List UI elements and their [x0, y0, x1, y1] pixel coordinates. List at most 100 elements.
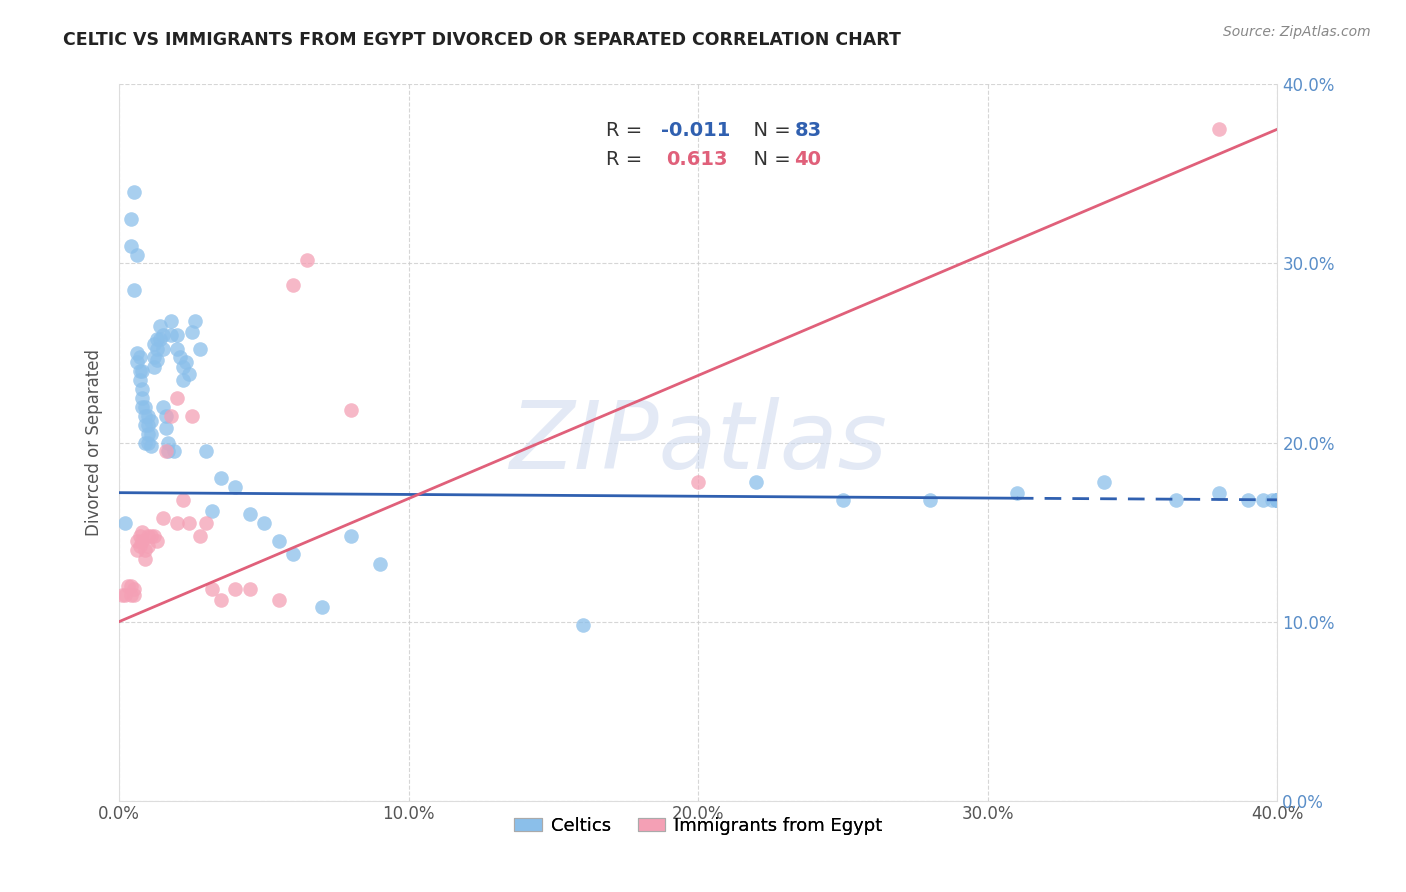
Point [157, 435, 180, 450]
Point [201, 503, 224, 517]
Text: 0.613: 0.613 [666, 150, 727, 169]
Point [139, 439, 162, 453]
Point [832, 492, 855, 507]
Point [1251, 492, 1274, 507]
Point [253, 516, 276, 530]
Point [172, 492, 194, 507]
Point [114, 588, 136, 602]
Point [128, 350, 150, 364]
Point [224, 582, 246, 597]
Point [128, 373, 150, 387]
Point [122, 283, 145, 297]
Text: 40: 40 [794, 150, 821, 169]
Point [160, 314, 183, 328]
Point [125, 534, 148, 549]
Point [267, 593, 290, 607]
Point [146, 332, 169, 346]
Point [169, 350, 191, 364]
Point [136, 409, 159, 423]
Point [160, 409, 183, 423]
Point [180, 409, 202, 423]
Point [139, 414, 162, 428]
Point [918, 492, 941, 507]
Point [125, 247, 148, 261]
Point [152, 328, 174, 343]
Point [160, 328, 183, 343]
Point [134, 400, 156, 414]
Point [120, 588, 142, 602]
Point [111, 588, 134, 602]
Text: -0.011: -0.011 [661, 121, 731, 141]
Point [143, 528, 166, 542]
Point [149, 332, 172, 346]
Point [1267, 492, 1289, 507]
Point [172, 360, 194, 375]
Point [340, 403, 363, 417]
Point [122, 185, 145, 199]
Point [238, 507, 260, 521]
Point [128, 528, 150, 542]
Point [163, 444, 186, 458]
Point [136, 435, 159, 450]
Point [311, 600, 333, 615]
Point [188, 343, 211, 357]
Point [128, 540, 150, 554]
Text: N =: N = [741, 121, 797, 141]
Point [146, 353, 169, 368]
Point [143, 337, 166, 351]
Point [134, 552, 156, 566]
Point [122, 588, 145, 602]
Point [183, 314, 205, 328]
Point [149, 319, 172, 334]
Point [125, 346, 148, 360]
Point [131, 391, 153, 405]
Point [1267, 492, 1289, 507]
Point [136, 426, 159, 441]
Point [1005, 485, 1028, 500]
Point [340, 528, 363, 542]
Point [134, 409, 156, 423]
Point [146, 343, 169, 357]
Point [131, 400, 153, 414]
Text: N =: N = [741, 150, 797, 169]
Point [157, 444, 180, 458]
Y-axis label: Divorced or Separated: Divorced or Separated [86, 349, 103, 536]
Point [195, 516, 218, 530]
Point [267, 534, 290, 549]
Point [1267, 492, 1289, 507]
Point [166, 328, 188, 343]
Point [166, 343, 188, 357]
Point [122, 582, 145, 597]
Point [152, 510, 174, 524]
Point [1267, 492, 1289, 507]
Point [1237, 492, 1260, 507]
Point [1267, 492, 1289, 507]
Point [117, 579, 139, 593]
Point [143, 350, 166, 364]
Point [136, 528, 159, 542]
Point [155, 409, 177, 423]
Point [114, 516, 136, 530]
Point [131, 534, 153, 549]
Point [155, 444, 177, 458]
Point [1092, 475, 1115, 489]
Point [297, 252, 319, 267]
Point [146, 534, 169, 549]
Point [134, 435, 156, 450]
Point [224, 480, 246, 494]
Point [152, 343, 174, 357]
Text: 83: 83 [794, 121, 821, 141]
Point [128, 364, 150, 378]
Point [209, 471, 232, 485]
Point [209, 593, 232, 607]
Point [195, 444, 218, 458]
Point [180, 325, 202, 339]
Point [177, 516, 200, 530]
Point [134, 417, 156, 432]
Point [155, 421, 177, 435]
Point [238, 582, 260, 597]
Point [136, 540, 159, 554]
Point [143, 360, 166, 375]
Point [188, 528, 211, 542]
Point [745, 475, 768, 489]
